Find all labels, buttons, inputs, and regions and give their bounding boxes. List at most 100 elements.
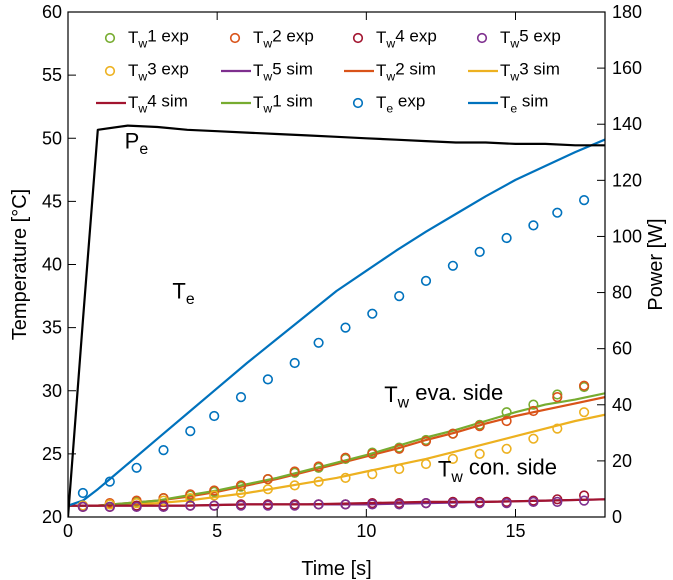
exp-point-tw5 bbox=[235, 500, 247, 511]
legend-marker-tw4 bbox=[352, 32, 364, 44]
exp-point-te bbox=[394, 291, 405, 302]
axis-ticks: 0 5 10 152025303540455055600204060801001201… bbox=[42, 2, 642, 541]
exp-point-tw2 bbox=[394, 443, 405, 454]
curve-label: Te bbox=[172, 279, 194, 309]
exp-point-te bbox=[420, 275, 432, 287]
exp-point-tw2 bbox=[474, 421, 485, 432]
exp-point-tw2 bbox=[501, 415, 512, 427]
y-right-tick-label: 60 bbox=[612, 339, 632, 359]
exp-point-tw2 bbox=[340, 452, 351, 463]
sim-line-te bbox=[68, 138, 605, 507]
exp-point-tw5 bbox=[289, 500, 300, 511]
exp-point-tw5 bbox=[474, 498, 485, 509]
exp-point-tw5 bbox=[131, 501, 142, 513]
legend-label: Tw4 sim bbox=[128, 91, 188, 115]
exp-point-tw5 bbox=[367, 499, 378, 510]
exp-point-te bbox=[77, 487, 88, 499]
y-right-tick-label: 160 bbox=[612, 58, 642, 78]
sim-line-pe bbox=[68, 124, 605, 517]
exp-point-te bbox=[209, 410, 220, 422]
exp-point-te bbox=[367, 308, 378, 319]
simulation-lines bbox=[68, 124, 605, 517]
exp-point-tw3 bbox=[235, 487, 247, 499]
exp-point-te bbox=[104, 476, 115, 487]
exp-point-tw3 bbox=[262, 484, 274, 495]
sim-line-tw4 bbox=[68, 498, 605, 507]
exp-point-tw5 bbox=[77, 501, 88, 513]
exp-point-te bbox=[447, 260, 459, 271]
legend-label: Tw1 exp bbox=[128, 26, 189, 50]
sim-line-tw2 bbox=[68, 396, 605, 507]
exp-point-tw2 bbox=[578, 380, 590, 391]
exp-point-te bbox=[235, 392, 247, 403]
legend-label: Tw5 exp bbox=[500, 26, 561, 50]
exp-point-tw3 bbox=[158, 495, 169, 506]
exp-point-tw1 bbox=[528, 399, 539, 410]
y-left-tick-label: 45 bbox=[42, 191, 62, 211]
exp-point-tw2 bbox=[209, 485, 220, 496]
y-left-tick-label: 40 bbox=[42, 255, 62, 275]
y-right-tick-label: 180 bbox=[612, 2, 642, 22]
sim-line-tw1 bbox=[68, 392, 605, 507]
exp-point-tw5 bbox=[447, 498, 459, 509]
curve-annotations: Pe Te Tw eva. side Tw con. side bbox=[125, 128, 557, 486]
exp-point-tw5 bbox=[185, 500, 196, 511]
exp-point-tw5 bbox=[104, 501, 115, 513]
exp-point-tw3 bbox=[474, 448, 485, 460]
exp-point-tw2 bbox=[262, 474, 274, 485]
exp-point-tw3 bbox=[185, 493, 196, 504]
y-left-tick-label: 35 bbox=[42, 318, 62, 338]
exp-point-tw2 bbox=[447, 428, 459, 439]
x-tick-label: 0 bbox=[63, 521, 73, 541]
y-axis-left-label: Temperature [°C] bbox=[9, 189, 31, 340]
exp-point-tw3 bbox=[501, 443, 512, 454]
exp-point-tw3 bbox=[578, 407, 590, 418]
y-left-tick-label: 20 bbox=[42, 507, 62, 527]
sim-line-tw3 bbox=[68, 413, 605, 507]
exp-point-tw2 bbox=[528, 405, 539, 417]
exp-point-tw3 bbox=[528, 433, 539, 444]
legend-marker-te bbox=[352, 97, 364, 109]
exp-point-te bbox=[289, 357, 300, 369]
exp-point-tw3 bbox=[394, 463, 405, 475]
exp-point-te bbox=[474, 246, 485, 257]
exp-point-tw2 bbox=[235, 480, 247, 491]
exp-point-te bbox=[313, 337, 324, 348]
exp-point-te bbox=[578, 195, 590, 206]
y-right-tick-label: 20 bbox=[612, 451, 632, 471]
exp-point-tw5 bbox=[340, 499, 351, 510]
legend-label: Tw3 exp bbox=[128, 59, 189, 83]
legend: Tw1 exp Tw2 exp Tw4 exp Tw5 exp Tw3 exp Tw5 s… bbox=[96, 26, 561, 115]
exp-point-tw5 bbox=[394, 499, 405, 510]
y-right-tick-label: 0 bbox=[612, 507, 622, 527]
x-tick-label: 15 bbox=[505, 521, 525, 541]
exp-point-tw2 bbox=[420, 436, 432, 447]
exp-point-te bbox=[528, 220, 539, 231]
legend-label: Tw2 exp bbox=[253, 26, 314, 50]
exp-point-tw5 bbox=[209, 500, 220, 511]
legend-label: Tw1 sim bbox=[253, 91, 313, 115]
exp-point-te bbox=[262, 374, 274, 385]
exp-point-te bbox=[501, 232, 512, 244]
exp-point-tw5 bbox=[501, 498, 512, 509]
legend-marker-tw3 bbox=[104, 65, 116, 77]
curve-label: Tw eva. side bbox=[384, 380, 503, 412]
exp-point-tw2 bbox=[185, 489, 196, 500]
x-axis-label: Time [s] bbox=[301, 558, 371, 580]
legend-marker-tw5 bbox=[476, 32, 488, 44]
exp-point-tw3 bbox=[552, 423, 563, 434]
exp-point-te bbox=[552, 207, 563, 218]
exp-point-tw3 bbox=[367, 469, 378, 480]
experiment-markers bbox=[77, 195, 590, 513]
exp-point-tw5 bbox=[552, 496, 563, 508]
exp-point-te bbox=[185, 426, 196, 437]
exp-point-te bbox=[158, 445, 169, 456]
exp-point-tw5 bbox=[262, 500, 274, 511]
exp-point-tw3 bbox=[289, 480, 300, 491]
exp-point-te bbox=[340, 322, 351, 333]
y-left-tick-label: 50 bbox=[42, 128, 62, 148]
y-left-tick-label: 30 bbox=[42, 381, 62, 401]
curve-label: Pe bbox=[125, 128, 149, 158]
legend-label: Te sim bbox=[500, 91, 548, 115]
